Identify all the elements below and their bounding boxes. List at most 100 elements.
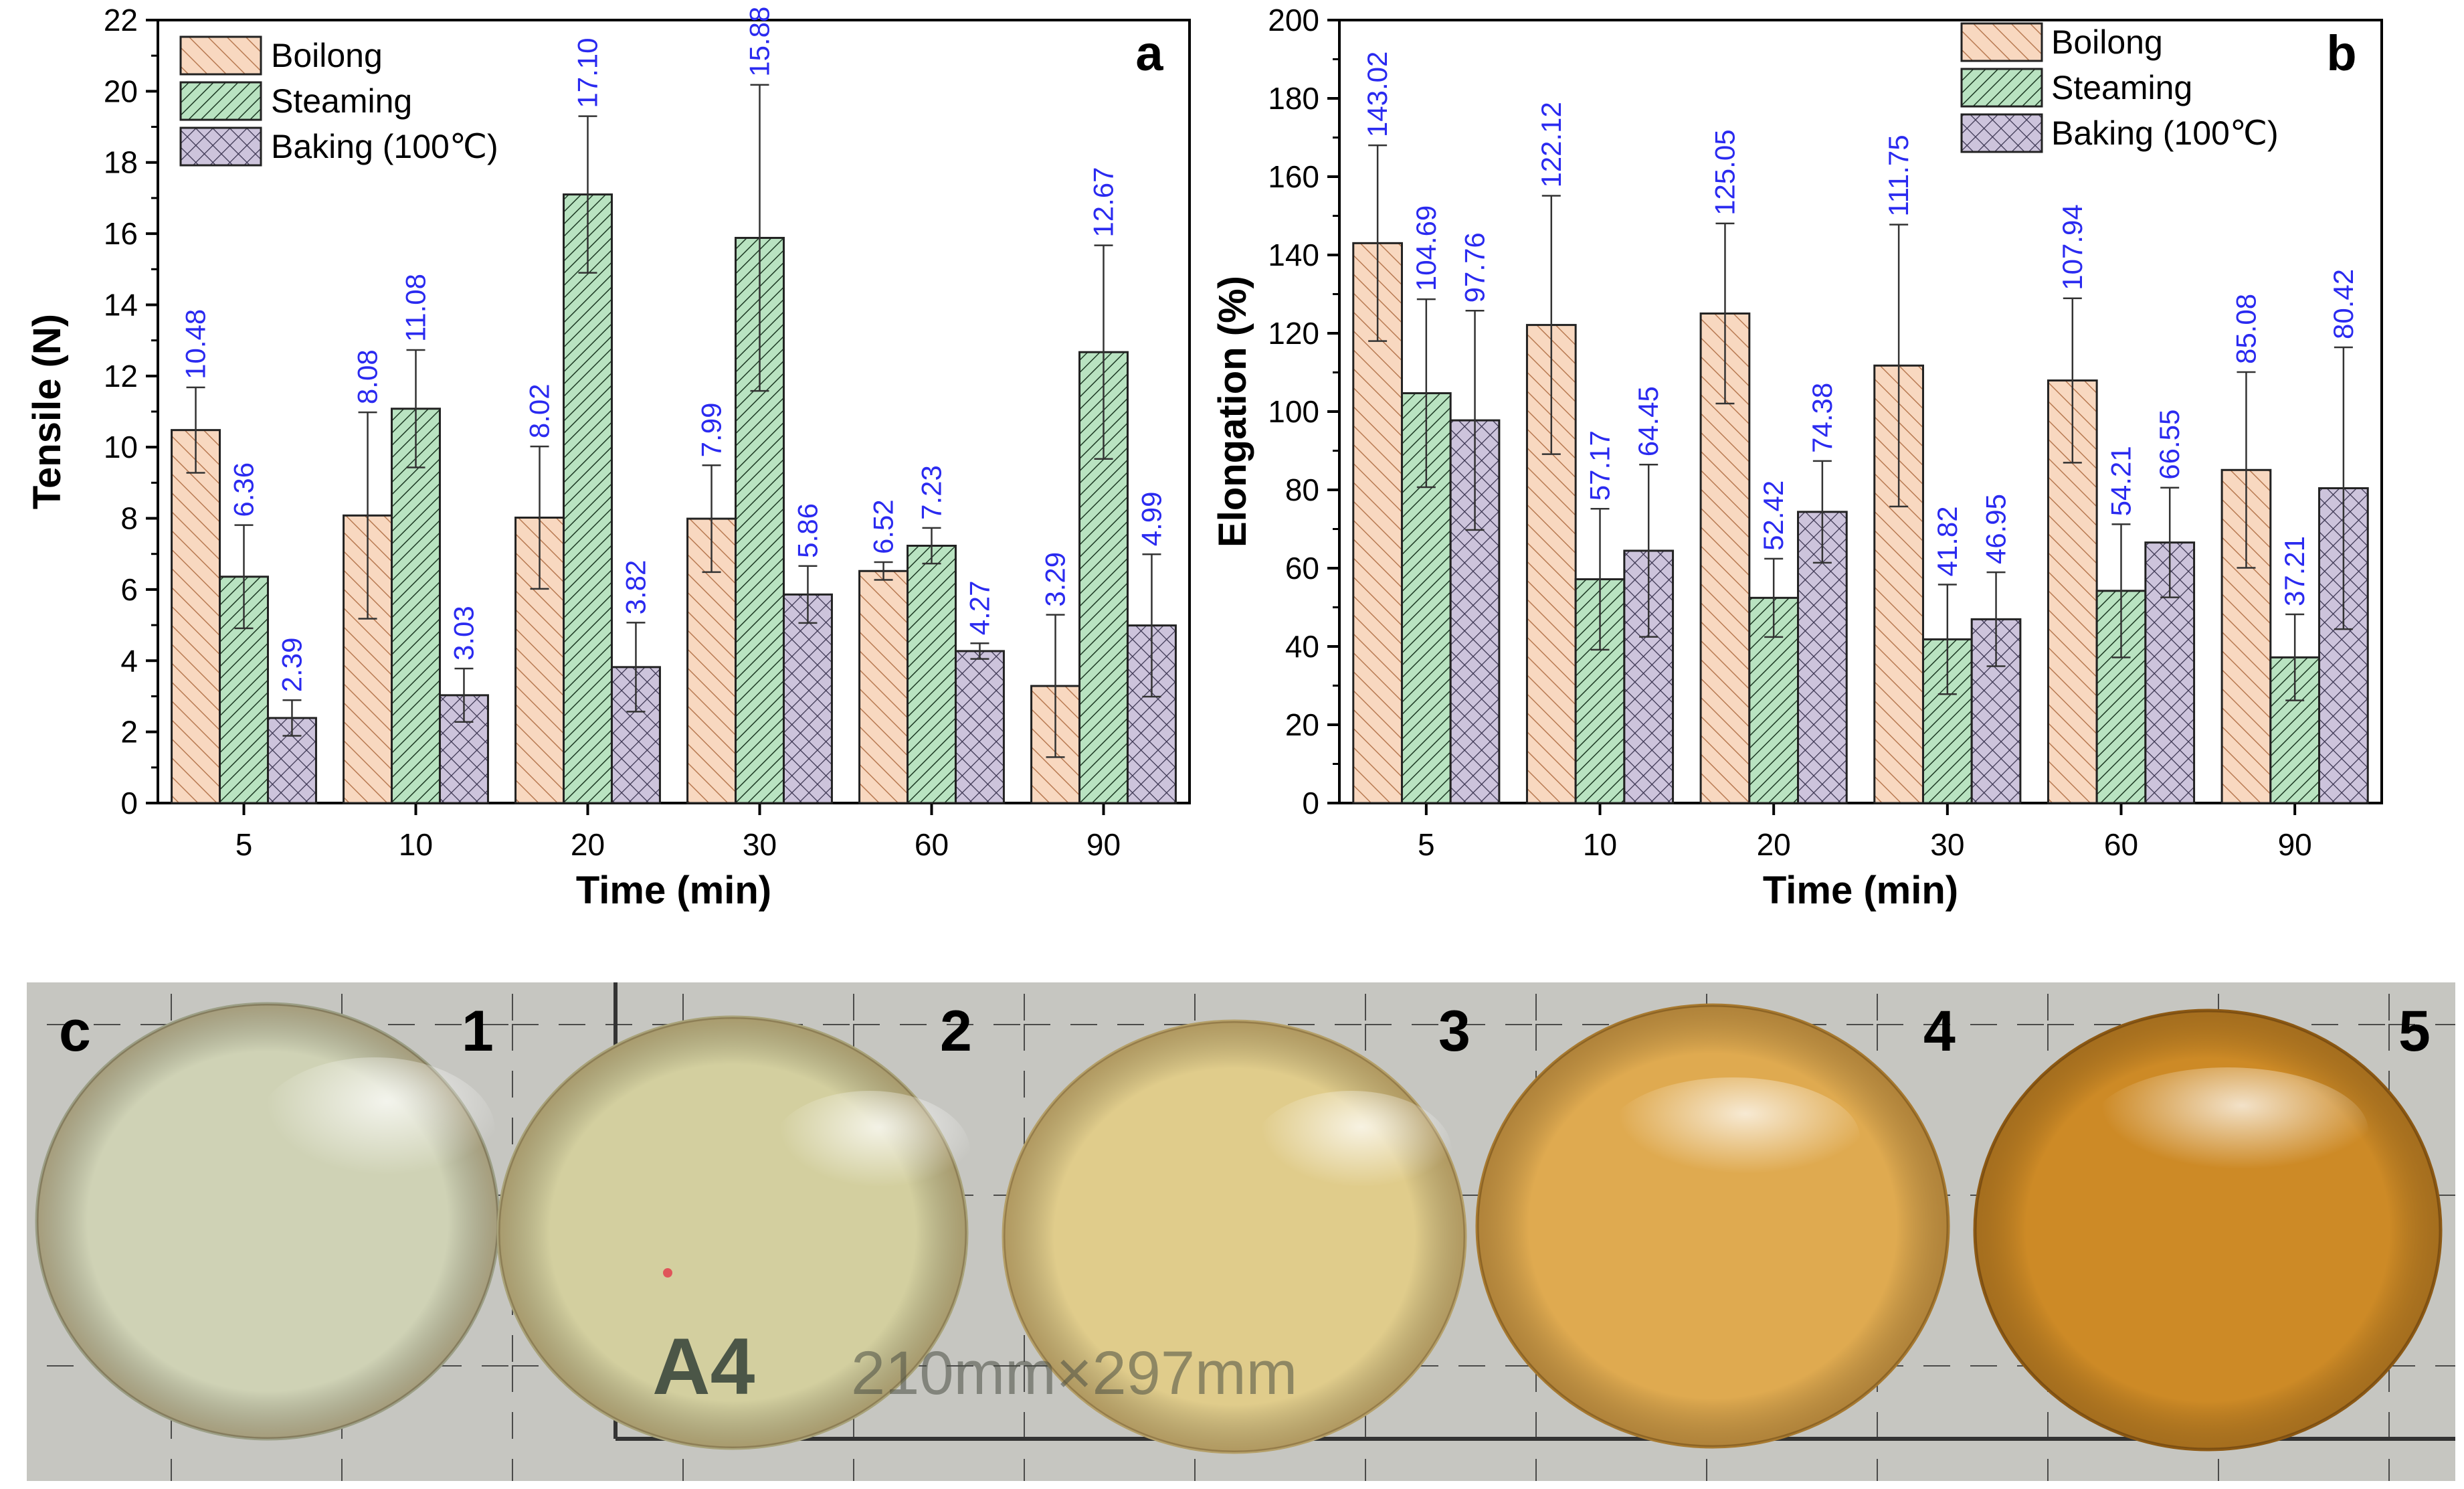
elongation-bar-boiling-30-value-label: 111.75	[1883, 135, 1914, 216]
elongation-y-tick-label: 160	[1268, 159, 1319, 194]
tensile-legend-label-boiling: Boilong	[271, 37, 383, 74]
elongation-panel-letter: b	[2326, 25, 2356, 81]
elongation-y-axis-title: Elongation (%)	[1211, 276, 1254, 547]
sample-number-1: 1	[462, 999, 494, 1063]
film-disc-5-glare	[2087, 1067, 2368, 1195]
tensile-x-tick-label: 5	[235, 827, 253, 862]
tensile-y-tick-label: 0	[120, 786, 138, 820]
tensile-y-tick-label: 8	[120, 501, 138, 536]
tensile-bar-steaming-10-value-label: 11.08	[400, 274, 432, 342]
elongation-bar-baking-20-value-label: 74.38	[1806, 383, 1838, 453]
film-sample-2	[496, 1015, 970, 1450]
tensile-y-tick-label: 22	[104, 3, 138, 37]
tensile-bar-boiling-20-value-label: 8.02	[524, 383, 555, 438]
elongation-bar-baking-30-value-label: 46.95	[1980, 494, 2012, 564]
tensile-bar-boiling-30-value-label: 7.99	[696, 403, 727, 458]
elongation-y-tick-label: 200	[1268, 3, 1319, 37]
elongation-bar-baking-5-hatch	[1449, 419, 1501, 804]
elongation-y-tick-label: 120	[1268, 316, 1319, 351]
tensile-legend-swatch-boiling-hatch	[179, 35, 262, 76]
tensile-bar-steaming-60-value-label: 7.23	[916, 465, 947, 520]
tensile-x-tick-label: 90	[1086, 827, 1121, 862]
tensile-y-tick-label: 16	[104, 216, 138, 251]
tensile-bar-baking-10-value-label: 3.03	[448, 606, 479, 661]
tensile-x-tick-label: 10	[399, 827, 433, 862]
elongation-bar-steaming-30-value-label: 41.82	[1931, 506, 1963, 576]
film-photo-panel: A4 210mm×297mm c 1 2 3 4 5	[27, 982, 2455, 1481]
tensile-legend-swatch-steaming-hatch	[179, 81, 262, 121]
tensile-bar-baking-30-hatch	[782, 593, 833, 804]
elongation-bar-baking-10-value-label: 64.45	[1632, 386, 1664, 456]
elongation-legend-label-steaming: Steaming	[2051, 69, 2192, 106]
sample-number-3: 3	[1438, 999, 1471, 1063]
tensile-bar-baking-5-value-label: 2.39	[276, 638, 307, 693]
tensile-bar-baking-90-value-label: 4.99	[1135, 492, 1167, 547]
tensile-legend-label-baking: Baking (100℃)	[271, 128, 498, 165]
tensile-y-tick-label: 18	[104, 145, 138, 180]
tensile-y-tick-label: 12	[104, 359, 138, 393]
film-sample-3	[1002, 1019, 1467, 1454]
tensile-y-axis-title: Tensile (N)	[25, 314, 69, 509]
tensile-bar-steaming-60-hatch	[907, 544, 957, 804]
tensile-y-tick-label: 4	[120, 643, 138, 678]
elongation-y-tick-label: 0	[1302, 786, 1319, 820]
elongation-bar-baking-60-value-label: 66.55	[2154, 410, 2185, 480]
tensile-bar-steaming-20-hatch	[563, 193, 613, 804]
elongation-bar-steaming-20-value-label: 52.42	[1758, 480, 1789, 551]
elongation-bar-boiling-90-value-label: 85.08	[2230, 294, 2261, 364]
elongation-bar-steaming-60-value-label: 54.21	[2105, 446, 2137, 516]
elongation-y-tick-label: 140	[1268, 238, 1319, 272]
tensile-bar-boiling-5-value-label: 10.48	[180, 309, 211, 379]
elongation-x-tick-label: 60	[2104, 827, 2138, 862]
tensile-x-tick-label: 30	[743, 827, 777, 862]
tensile-y-tick-label: 10	[104, 430, 138, 464]
film-sample-1	[35, 1002, 500, 1441]
sample-number-4: 4	[1923, 999, 1956, 1063]
elongation-x-tick-label: 10	[1583, 827, 1617, 862]
tensile-bar-baking-20-value-label: 3.82	[620, 560, 651, 615]
tensile-legend-swatch-baking-hatch	[179, 126, 262, 167]
elongation-bar-steaming-90-hatch	[2269, 656, 2321, 804]
sample-number-2: 2	[940, 999, 972, 1063]
tensile-x-tick-label: 60	[915, 827, 949, 862]
elongation-y-tick-label: 40	[1285, 629, 1319, 664]
elongation-legend-swatch-boiling-hatch	[1960, 22, 2043, 62]
elongation-legend-label-boiling: Boilong	[2051, 23, 2163, 61]
elongation-legend-swatch-steaming-hatch	[1960, 68, 2043, 108]
tensile-bar-boiling-60-value-label: 6.52	[868, 499, 899, 554]
tensile-bar-steaming-30-value-label: 15.88	[744, 7, 775, 77]
elongation-y-tick-label: 180	[1268, 81, 1319, 116]
tensile-chart: 0 2 4 6 8 10 12 14 16 18 20 22 5 10.48 6.36 2.39 10 8.08 1…	[25, 3, 1191, 912]
elongation-bar-boiling-20-value-label: 125.05	[1709, 129, 1740, 215]
tensile-bar-boiling-60-hatch	[858, 570, 909, 804]
elongation-legend-label-baking: Baking (100℃)	[2051, 114, 2279, 152]
elongation-bar-steaming-10-value-label: 57.17	[1584, 430, 1616, 501]
tensile-legend-label-steaming: Steaming	[271, 82, 412, 120]
film-sample-4	[1475, 1003, 1950, 1449]
tensile-bar-steaming-20-value-label: 17.10	[572, 37, 603, 108]
elongation-bar-boiling-5-value-label: 143.02	[1361, 52, 1393, 137]
tensile-bar-baking-60-value-label: 4.27	[963, 580, 995, 635]
film-sample-5	[1973, 1009, 2443, 1452]
film-disc-4-glare	[1606, 1077, 1860, 1198]
elongation-x-tick-label: 90	[2278, 827, 2312, 862]
film-disc-4-edge	[1477, 1005, 1948, 1447]
elongation-bar-baking-5-value-label: 97.76	[1459, 232, 1491, 302]
red-dot-mark	[663, 1268, 672, 1278]
sheet-size-text: 210mm×297mm	[851, 1339, 1297, 1407]
tensile-y-tick-label: 6	[120, 572, 138, 607]
sheet-label: A4	[652, 1322, 755, 1411]
elongation-x-axis-title: Time (min)	[1763, 869, 1958, 912]
tensile-y-tick-label: 20	[104, 74, 138, 108]
film-disc-3-glare	[1251, 1091, 1452, 1211]
tensile-bar-baking-30-value-label: 5.86	[791, 503, 823, 558]
panel-letter-c: c	[59, 999, 91, 1063]
elongation-y-tick-label: 20	[1285, 707, 1319, 742]
elongation-y-tick-label: 80	[1285, 472, 1319, 507]
tensile-x-tick-label: 20	[571, 827, 605, 862]
elongation-y-tick-label: 100	[1268, 394, 1319, 429]
elongation-x-tick-label: 20	[1757, 827, 1791, 862]
elongation-legend-swatch-baking-hatch	[1960, 113, 2043, 153]
tensile-y-tick-label: 14	[104, 287, 138, 322]
